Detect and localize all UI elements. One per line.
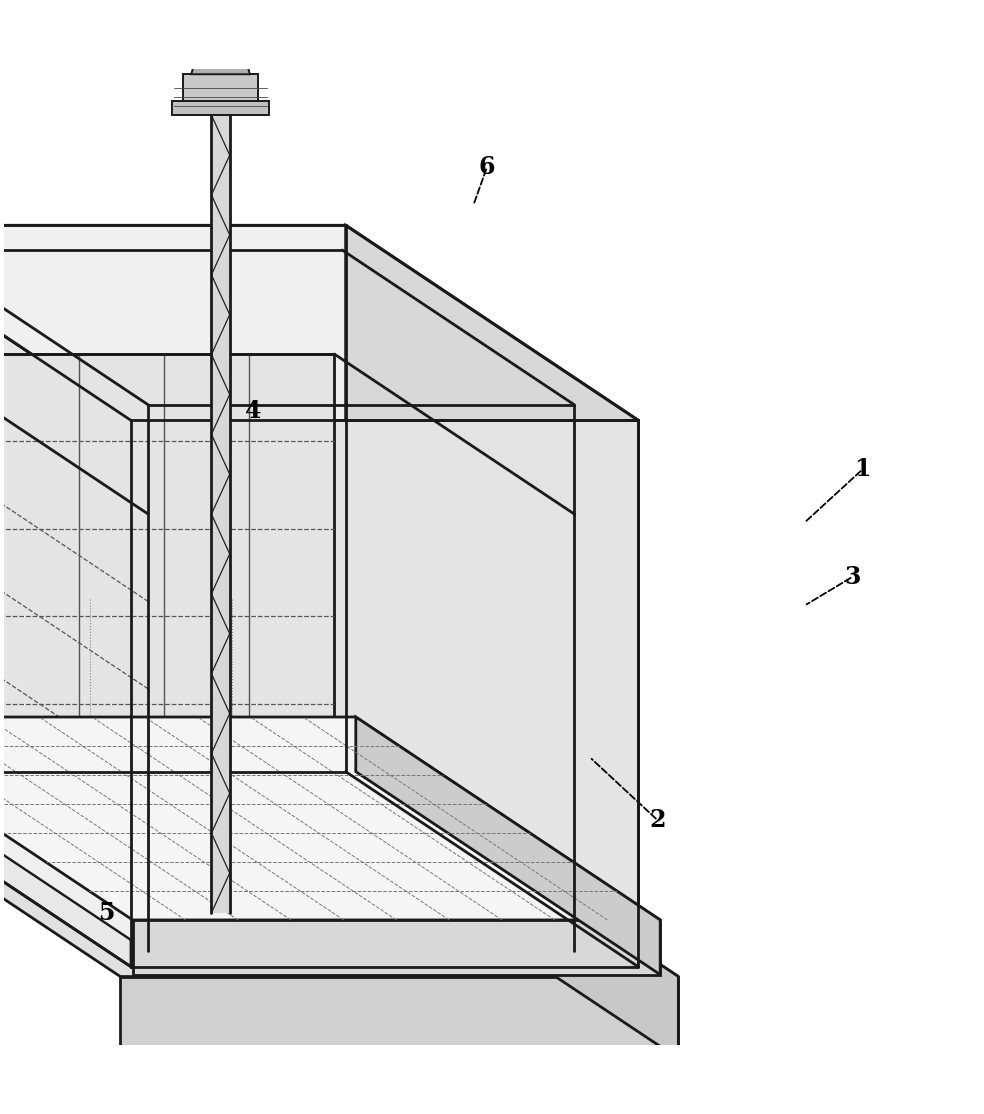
Polygon shape <box>133 920 660 975</box>
Text: 1: 1 <box>854 457 871 481</box>
Polygon shape <box>191 47 250 75</box>
Polygon shape <box>212 115 229 913</box>
Text: 3: 3 <box>845 565 861 588</box>
Text: 4: 4 <box>245 399 261 422</box>
Polygon shape <box>0 354 149 951</box>
Polygon shape <box>120 977 678 1058</box>
Polygon shape <box>0 354 335 791</box>
Text: 6: 6 <box>479 155 495 178</box>
Polygon shape <box>0 225 131 967</box>
Polygon shape <box>172 101 269 115</box>
Polygon shape <box>183 75 258 101</box>
Polygon shape <box>356 762 678 1058</box>
Text: 2: 2 <box>649 809 666 832</box>
Polygon shape <box>131 420 639 967</box>
Polygon shape <box>345 225 639 967</box>
Circle shape <box>209 28 232 51</box>
Polygon shape <box>0 762 678 977</box>
Polygon shape <box>0 717 660 920</box>
Polygon shape <box>356 717 660 975</box>
Polygon shape <box>0 225 639 420</box>
Text: 5: 5 <box>98 901 115 925</box>
Polygon shape <box>0 791 575 951</box>
